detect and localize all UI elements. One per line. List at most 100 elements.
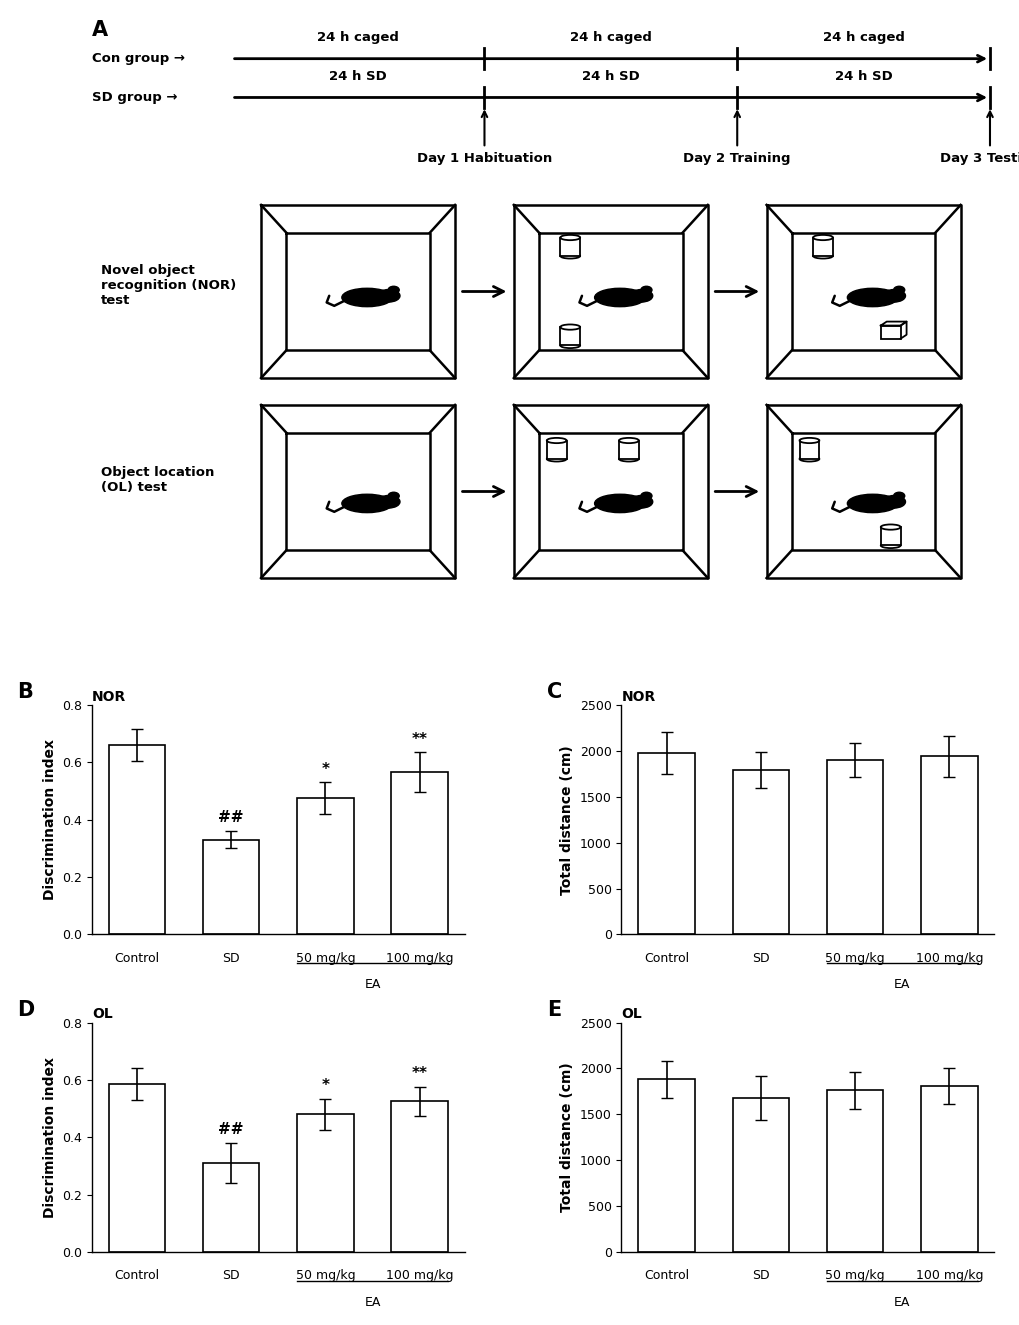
Ellipse shape	[594, 289, 645, 306]
Ellipse shape	[559, 325, 580, 330]
Bar	[732, 770, 789, 934]
Text: Day 1 Habituation: Day 1 Habituation	[417, 152, 551, 166]
Bar	[109, 745, 165, 934]
Bar	[391, 772, 447, 934]
Ellipse shape	[559, 235, 580, 240]
Text: Day 2 Training: Day 2 Training	[683, 152, 790, 166]
Bar	[732, 1098, 789, 1252]
Text: Novel object
recognition (NOR)
test: Novel object recognition (NOR) test	[101, 264, 235, 307]
Bar	[879, 527, 900, 546]
Ellipse shape	[341, 494, 392, 513]
Text: SD: SD	[222, 1269, 239, 1283]
Text: SD group →: SD group →	[92, 91, 177, 103]
Text: SD: SD	[222, 951, 239, 965]
Text: **: **	[412, 1067, 427, 1081]
Text: 100 mg/kg: 100 mg/kg	[385, 951, 452, 965]
Bar	[203, 840, 259, 934]
Ellipse shape	[619, 437, 638, 443]
Text: Day 3 Testing: Day 3 Testing	[938, 152, 1019, 166]
Text: 24 h SD: 24 h SD	[582, 69, 639, 82]
Text: NOR: NOR	[621, 690, 655, 704]
Bar	[879, 326, 900, 339]
Text: Object location
(OL) test: Object location (OL) test	[101, 465, 214, 493]
Bar	[297, 798, 354, 934]
Text: A: A	[92, 20, 108, 40]
Ellipse shape	[559, 343, 580, 348]
Circle shape	[893, 286, 904, 294]
Circle shape	[387, 286, 398, 294]
Text: ##: ##	[218, 811, 244, 825]
Y-axis label: Total distance (cm): Total distance (cm)	[559, 1063, 574, 1212]
Bar	[812, 237, 833, 256]
Y-axis label: Discrimination index: Discrimination index	[43, 739, 56, 900]
Y-axis label: Discrimination index: Discrimination index	[43, 1057, 56, 1218]
Bar	[297, 1114, 354, 1252]
Circle shape	[387, 493, 398, 500]
Ellipse shape	[847, 289, 897, 306]
Text: SD: SD	[751, 951, 769, 965]
Bar	[920, 1086, 976, 1252]
Ellipse shape	[559, 253, 580, 258]
Text: 100 mg/kg: 100 mg/kg	[385, 1269, 452, 1283]
Text: 24 h caged: 24 h caged	[317, 30, 398, 44]
Text: B: B	[17, 682, 33, 702]
Text: Con group →: Con group →	[92, 52, 184, 65]
Text: 50 mg/kg: 50 mg/kg	[296, 1269, 355, 1283]
Text: 100 mg/kg: 100 mg/kg	[915, 1269, 982, 1283]
Text: OL: OL	[621, 1007, 642, 1022]
Bar	[638, 1080, 694, 1252]
Circle shape	[640, 286, 651, 294]
Ellipse shape	[619, 456, 638, 461]
Bar	[559, 327, 580, 346]
Ellipse shape	[881, 290, 905, 302]
Ellipse shape	[377, 496, 399, 507]
Ellipse shape	[879, 525, 900, 530]
Text: 50 mg/kg: 50 mg/kg	[824, 1269, 884, 1283]
Ellipse shape	[630, 496, 652, 507]
Ellipse shape	[881, 496, 905, 507]
Ellipse shape	[879, 543, 900, 549]
Text: EA: EA	[893, 978, 910, 991]
Text: NOR: NOR	[92, 690, 126, 704]
Bar	[546, 440, 567, 458]
Bar	[826, 1090, 882, 1252]
Ellipse shape	[812, 235, 833, 240]
Ellipse shape	[630, 290, 652, 302]
Text: **: **	[412, 731, 427, 746]
Text: 50 mg/kg: 50 mg/kg	[296, 951, 355, 965]
Y-axis label: Total distance (cm): Total distance (cm)	[559, 745, 574, 894]
Text: Control: Control	[114, 951, 159, 965]
Bar	[799, 440, 818, 458]
Bar	[619, 440, 638, 458]
Text: SD: SD	[751, 1269, 769, 1283]
Ellipse shape	[812, 253, 833, 258]
Bar	[391, 1101, 447, 1252]
Ellipse shape	[799, 456, 818, 461]
Ellipse shape	[594, 494, 645, 513]
Text: *: *	[321, 1077, 329, 1093]
Text: 24 h caged: 24 h caged	[570, 30, 651, 44]
Bar	[920, 757, 976, 934]
Text: ##: ##	[218, 1122, 244, 1137]
Text: Control: Control	[644, 1269, 689, 1283]
Text: EA: EA	[364, 978, 380, 991]
Ellipse shape	[546, 437, 567, 443]
Bar	[109, 1084, 165, 1252]
Text: E: E	[546, 999, 560, 1019]
Text: 24 h caged: 24 h caged	[822, 30, 904, 44]
Bar	[826, 761, 882, 934]
Text: EA: EA	[364, 1296, 380, 1309]
Bar	[559, 237, 580, 256]
Text: Control: Control	[114, 1269, 159, 1283]
Text: 24 h SD: 24 h SD	[329, 69, 386, 82]
Text: 24 h SD: 24 h SD	[834, 69, 892, 82]
Text: EA: EA	[893, 1296, 910, 1309]
Text: C: C	[546, 682, 561, 702]
Circle shape	[893, 493, 904, 500]
Ellipse shape	[377, 290, 399, 302]
Ellipse shape	[799, 437, 818, 443]
Bar	[203, 1163, 259, 1252]
Text: Control: Control	[644, 951, 689, 965]
Ellipse shape	[546, 456, 567, 461]
Ellipse shape	[341, 289, 392, 306]
